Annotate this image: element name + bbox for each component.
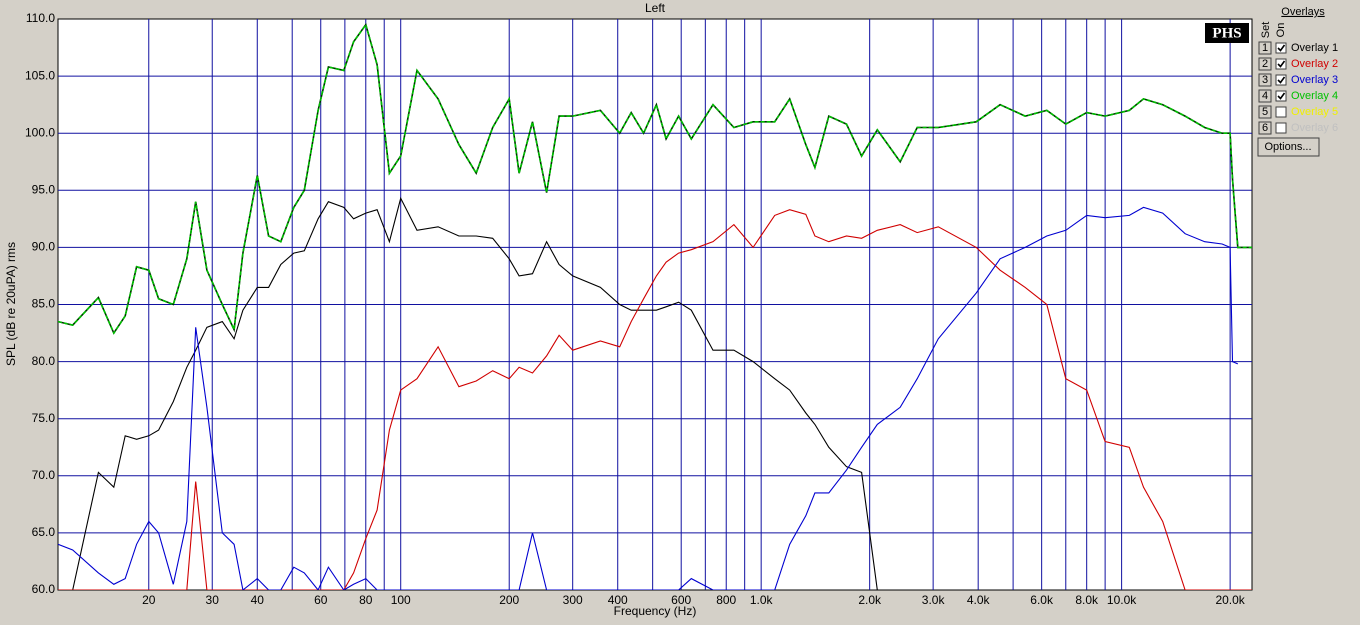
grid: 60.0 65.0 70.0 75.0 80.0 85.0 90.0 95.0 100.0 105… [25,11,1252,607]
set-number[interactable]: 1 [1262,42,1268,54]
x-tick-label: 6.0k [1030,593,1054,607]
set-button[interactable] [1258,89,1272,103]
x-tick-label: 30 [206,593,220,607]
set-number[interactable]: 5 [1262,106,1268,118]
y-tick-label: 95.0 [32,182,56,196]
x-axis-label: Frequency (Hz) [614,604,697,618]
set-number[interactable]: 3 [1262,74,1268,86]
overlay-label[interactable]: Overlay 6 [1291,122,1338,134]
set-button[interactable] [1258,73,1272,87]
x-tick-label: 600 [671,593,691,607]
y-tick-label: 105.0 [25,68,55,82]
y-tick-label: 80.0 [32,354,56,368]
series-line [72,196,878,590]
y-tick-label: 85.0 [32,297,56,311]
x-tick-label: 200 [499,593,519,607]
checkbox[interactable] [1275,122,1287,134]
y-tick-label: 75.0 [32,411,56,425]
options-button-label[interactable]: Options... [1264,141,1311,153]
x-tick-label: 60 [314,593,328,607]
options-button[interactable] [1257,137,1320,157]
x-tick-label: 3.0k [922,593,946,607]
y-tick-label: 100.0 [25,125,55,139]
x-tick-label: 300 [563,593,583,607]
x-tick-label: 400 [608,593,628,607]
series-line [58,22,1252,335]
x-tick-label: 100 [391,593,411,607]
x-tick-label: 8.0k [1075,593,1099,607]
x-tick-label: 40 [251,593,265,607]
checkbox[interactable] [1275,106,1287,118]
set-button[interactable] [1258,41,1272,55]
x-tick-label: 20.0k [1215,593,1245,607]
checkbox[interactable] [1275,58,1287,70]
logo: PHS [1212,25,1241,41]
x-tick-label: 2.0k [858,593,882,607]
set-number[interactable]: 2 [1262,58,1268,70]
overlay-label[interactable]: Overlay 5 [1291,106,1338,118]
y-tick-label: 60.0 [32,582,56,596]
y-tick-label: 90.0 [32,240,56,254]
logo-box [1205,23,1249,43]
y-tick-label: 110.0 [26,11,55,25]
x-tick-label: 4.0k [967,593,991,607]
panel-title: Overlays [1281,6,1325,18]
x-tick-label: 80 [359,593,373,607]
y-tick-label: 65.0 [32,525,56,539]
series-line [58,206,1239,590]
set-label: Set [1260,22,1272,39]
x-tick-label: 10.0k [1107,593,1137,607]
checkbox[interactable] [1275,42,1287,54]
set-number[interactable]: 6 [1262,122,1268,134]
overlays-panel: Overlays Set On 1 Overlay 1 2 Overlay 2 3 Ove… [1257,6,1338,157]
overlay-label[interactable]: Overlay 2 [1291,58,1338,70]
y-axis-label: SPL (dB re 20uPA) rms [4,242,18,366]
series-line [58,209,1252,590]
checkmark [1277,76,1286,84]
chart-title: Left [645,1,666,15]
series-lines [58,22,1252,590]
checkbox[interactable] [1275,90,1287,102]
on-label: On [1275,23,1287,38]
x-tick-label: 1.0k [750,593,774,607]
y-tick-label: 70.0 [32,468,56,482]
set-button[interactable] [1258,105,1272,119]
overlay-label[interactable]: Overlay 1 [1291,42,1338,54]
x-tick-label: 800 [716,593,736,607]
checkbox[interactable] [1275,74,1287,86]
overlay-label[interactable]: Overlay 3 [1291,74,1338,86]
checkmark [1277,44,1286,52]
checkmark [1277,60,1286,68]
overlay-label[interactable]: Overlay 4 [1291,90,1338,102]
checkmark [1277,92,1286,100]
set-button[interactable] [1258,121,1272,135]
set-button[interactable] [1258,57,1272,71]
x-tick-label: 20 [142,593,156,607]
set-number[interactable]: 4 [1262,90,1268,102]
